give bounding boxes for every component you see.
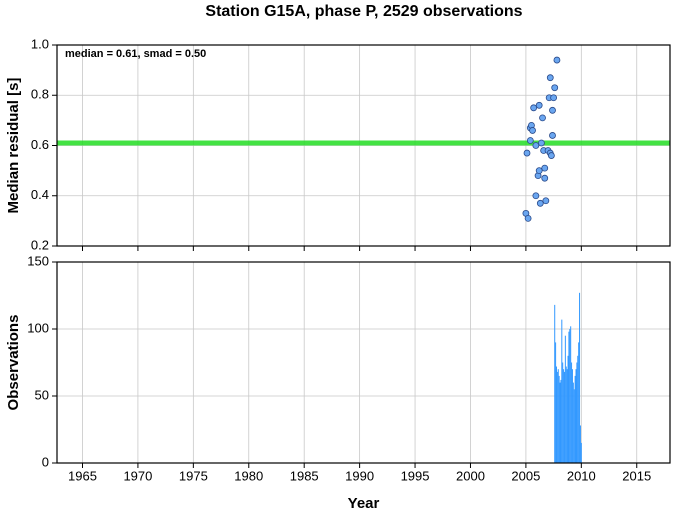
point [550, 94, 558, 102]
annotation: median = 0.61, smad = 0.50 [65, 48, 206, 60]
bar [571, 362, 573, 463]
point [535, 167, 543, 175]
bar [568, 331, 570, 463]
point [530, 104, 538, 112]
y-tick-label: 0.8 [31, 87, 49, 102]
x-tick-label: 1995 [401, 468, 430, 483]
point [542, 197, 550, 205]
x-tick-label: 1985 [290, 468, 319, 483]
point [523, 149, 531, 157]
bar [554, 304, 556, 463]
x-tick-label: 1990 [345, 468, 374, 483]
x-tick-label: 1980 [234, 468, 263, 483]
bar [577, 355, 579, 463]
bar [562, 362, 564, 463]
bar [574, 375, 576, 463]
point [536, 199, 544, 207]
bar [566, 369, 568, 463]
y-axis-label: Median residual [s] [5, 78, 22, 214]
point [553, 56, 561, 64]
bar [579, 292, 581, 463]
bar [580, 442, 582, 463]
y-tick-label: 0.4 [31, 187, 49, 202]
plot-frame [56, 44, 671, 247]
bar [564, 335, 566, 463]
bar [571, 369, 573, 463]
bar [572, 382, 574, 463]
point [541, 164, 549, 172]
bar [565, 366, 567, 463]
point [526, 137, 534, 144]
y-tick-label: 50 [35, 387, 49, 402]
bar [575, 369, 577, 463]
point [532, 192, 540, 200]
bar [560, 379, 562, 463]
x-tick-label: 2005 [511, 468, 540, 483]
chart-title: Station G15A, phase P, 2529 observations [205, 3, 522, 20]
point [549, 132, 556, 139]
point [532, 142, 540, 149]
bar [555, 366, 557, 463]
bar [559, 382, 561, 463]
bar [561, 319, 563, 463]
point [541, 174, 549, 182]
point [549, 106, 556, 114]
y-tick-label: 100 [27, 320, 49, 335]
bar [579, 425, 581, 463]
y-tick-label: 150 [27, 253, 49, 268]
plot-frame [56, 261, 671, 464]
bar [570, 326, 572, 463]
x-axis-label: Year [348, 495, 380, 511]
bar [558, 375, 560, 463]
point [535, 101, 543, 109]
bar [556, 371, 558, 463]
bar [567, 355, 569, 463]
bar [557, 369, 559, 463]
bar [569, 329, 571, 463]
x-tick-label: 2015 [622, 468, 651, 483]
point [546, 74, 554, 82]
x-tick-label: 1975 [179, 468, 208, 483]
x-tick-label: 1965 [68, 468, 97, 483]
point [539, 114, 546, 122]
bar [563, 371, 565, 463]
x-tick-label: 2010 [567, 468, 596, 483]
y-tick-label: 1.0 [31, 36, 49, 51]
bar [578, 342, 580, 463]
x-tick-label: 2000 [456, 468, 485, 483]
bar [563, 369, 565, 463]
point [529, 127, 536, 134]
bar [573, 389, 575, 463]
point [547, 152, 555, 159]
y-tick-label: 0.2 [31, 237, 49, 252]
y-axis-label: Observations [5, 315, 22, 411]
y-tick-label: 0 [42, 454, 49, 469]
bar [576, 362, 578, 463]
point [551, 84, 559, 92]
point [538, 139, 545, 147]
point [524, 214, 532, 222]
x-tick-label: 1970 [123, 468, 152, 483]
bar [555, 342, 557, 463]
y-tick-label: 0.6 [31, 137, 49, 152]
